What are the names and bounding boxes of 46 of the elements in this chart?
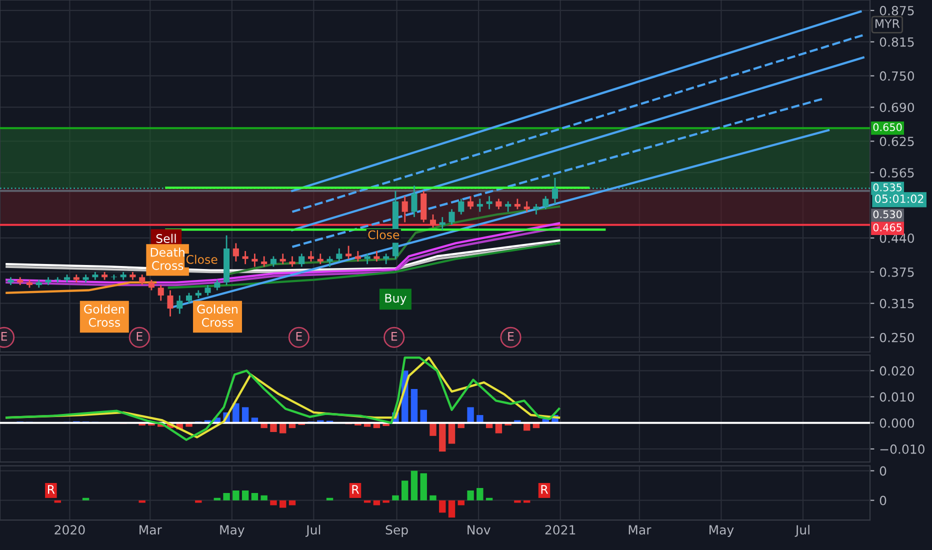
annotation: E [296,332,302,341]
x-tick-label: May [220,525,244,537]
x-tick-label: 2020 [54,525,85,535]
annotation: E [392,332,398,341]
x-tick-label: 2021 [545,525,576,535]
annotation: Death Cross [150,248,184,270]
text: MYR [876,19,900,28]
annotation: Close [368,230,400,240]
x-tick-label: Jul [306,524,320,537]
x-tick-label: Jul [794,524,810,537]
x-tick-label: Sep [386,525,408,537]
y-tick-label: 0.625 [880,136,914,146]
annotation: Buy [385,294,406,305]
x-tick-label: Nov [468,525,490,535]
annotation: E [136,332,142,341]
annotation: E [1,332,7,341]
annotation: R [48,485,55,494]
annotation: R [352,485,360,494]
y-tick-label: 0 [880,496,886,506]
y-tick-label: 0.020 [880,366,914,376]
annotation: Sell [156,234,176,243]
y-tick-label: 0.250 [880,332,914,342]
annotation: Close [186,254,218,264]
annotation: Golden Cross [84,304,124,327]
x-tick-label: May [710,525,734,537]
y-tick-label: 0 [880,466,886,476]
annotation: Golden Cross [197,304,238,327]
ref-line-label: 0.535 [873,183,902,192]
y-tick-label: 0.010 [880,392,914,402]
y-tick-label: 0.815 [880,37,914,47]
ref-line-label: 0.650 [873,123,902,132]
y-tick-label: 0.000 [880,418,914,428]
x-tick-label: Mar [140,525,162,535]
y-tick-label: 0.875 [880,6,914,16]
x-tick-label: Mar [628,525,652,535]
annotation: R [541,485,548,494]
y-tick-label: 0.375 [880,267,914,277]
y-tick-label: 0.690 [880,102,914,112]
y-tick-label: 0.750 [880,71,914,81]
y-tick-label: −0.010 [880,444,924,454]
annotation: E [508,332,514,341]
y-tick-label: 0.565 [880,168,914,178]
y-tick-label: 0.315 [880,298,914,308]
ref-line-label: 0.530 [873,210,902,218]
text: 05:01:02 [875,194,924,203]
ref-line-label: 0.465 [873,224,902,232]
